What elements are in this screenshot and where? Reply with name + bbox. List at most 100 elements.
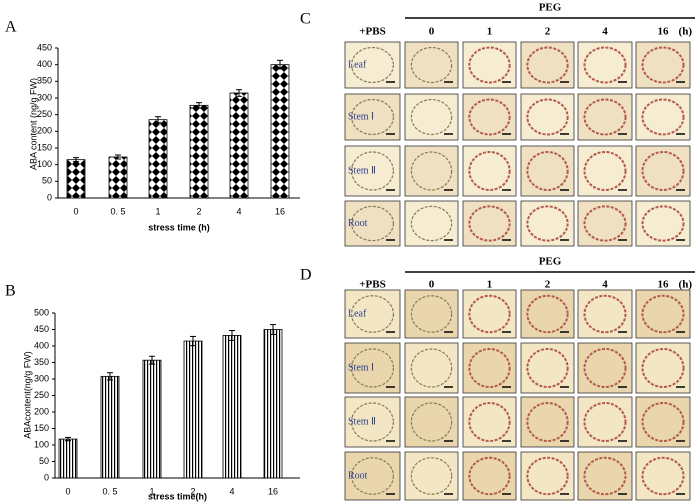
column-label: 16: [658, 279, 670, 291]
bar: [270, 64, 290, 199]
y-tick-label: 150: [37, 142, 52, 152]
section-outline: [526, 402, 569, 442]
row-label: Leaf: [348, 308, 367, 319]
row-label: Root: [348, 218, 368, 229]
error-bar: [190, 335, 196, 347]
panel-label: B: [5, 283, 16, 300]
y-tick-label: 200: [34, 406, 49, 416]
section-outline: [526, 205, 569, 242]
x-axis-label: stress time(h): [148, 491, 207, 501]
error-bar: [65, 436, 71, 442]
y-axis-label: ABAcontent(ng/g FW): [22, 351, 32, 439]
y-tick-label: 350: [34, 357, 49, 367]
micrograph: [344, 451, 401, 501]
bar: [58, 438, 78, 479]
micrograph: [404, 396, 459, 448]
micrograph: [635, 396, 691, 448]
error-bar: [149, 355, 155, 365]
section-outline: [526, 348, 569, 388]
micrograph: [344, 93, 401, 141]
micrograph: [462, 289, 517, 339]
section-outline: [641, 456, 685, 496]
column-label: 0: [429, 26, 435, 38]
error-bar: [115, 154, 121, 160]
y-tick-label: 50: [42, 176, 52, 186]
micrograph: [344, 289, 401, 339]
bar: [142, 359, 162, 479]
section-outline: [583, 294, 627, 334]
micrograph: [462, 396, 517, 448]
section-outline: [641, 205, 685, 242]
error-bar: [73, 157, 79, 163]
y-tick-label: 450: [37, 42, 52, 52]
section-outline: [468, 98, 511, 136]
micrograph: [404, 41, 459, 89]
error-bar: [155, 116, 161, 124]
bar: [229, 92, 249, 199]
micrograph: [577, 145, 633, 197]
panel-label: C: [300, 11, 311, 28]
x-tick-label: 1: [155, 206, 160, 216]
error-bar: [270, 324, 276, 335]
micrograph: [577, 93, 633, 141]
section-outline: [583, 205, 627, 242]
micrograph: [577, 289, 633, 339]
section-outline: [583, 402, 627, 442]
error-bar: [107, 372, 113, 381]
section-outline: [410, 46, 453, 84]
micrograph: [520, 289, 575, 339]
micrograph: [520, 396, 575, 448]
error-bar: [196, 102, 202, 109]
y-tick-label: 300: [37, 92, 52, 102]
y-tick-label: 100: [34, 439, 49, 449]
section-outline: [351, 457, 395, 495]
micrograph: [404, 451, 459, 501]
section-outline: [351, 46, 395, 84]
x-tick-label: 0: [73, 206, 78, 216]
column-label: 4: [602, 26, 608, 38]
error-bar: [229, 329, 235, 341]
micrograph: [635, 93, 691, 141]
section-outline: [410, 402, 453, 442]
row-label: Stem Ⅰ: [348, 362, 374, 373]
column-label: 4: [602, 279, 608, 291]
micrograph: [462, 342, 517, 394]
section-outline: [526, 456, 569, 496]
column-label: +PBS: [359, 26, 385, 38]
section-outline: [351, 205, 395, 242]
x-tick-label: 16: [268, 486, 278, 496]
section-outline: [410, 295, 453, 333]
unit-label: (h): [679, 279, 693, 291]
section-outline: [583, 456, 627, 496]
bar: [100, 375, 120, 479]
x-tick-label: 4: [236, 206, 241, 216]
section-outline: [410, 348, 453, 388]
section-outline: [641, 402, 685, 442]
x-tick-label: 2: [196, 206, 201, 216]
bar: [66, 159, 86, 199]
y-tick-label: 250: [37, 109, 52, 119]
micrograph: [635, 342, 691, 394]
y-tick-label: 0: [44, 472, 49, 482]
section-outline: [583, 348, 627, 388]
section-outline: [410, 457, 453, 495]
micrograph: [520, 451, 575, 501]
section-outline: [641, 294, 685, 334]
bar: [148, 119, 168, 199]
section-outline: [526, 151, 569, 191]
section-outline: [468, 46, 511, 84]
micrograph: [404, 289, 459, 339]
x-tick-label: 0. 5: [102, 486, 117, 496]
section-outline: [641, 98, 685, 136]
peg-header: PEG: [539, 256, 562, 268]
micrograph: [462, 451, 517, 501]
column-label: 16: [658, 26, 670, 38]
row-label: Stem Ⅱ: [348, 165, 376, 176]
micrograph: [577, 396, 633, 448]
column-label: 2: [545, 26, 551, 38]
micrograph: [577, 200, 633, 247]
micrograph: [404, 200, 459, 247]
micrograph: [635, 289, 691, 339]
section-outline: [351, 98, 395, 136]
